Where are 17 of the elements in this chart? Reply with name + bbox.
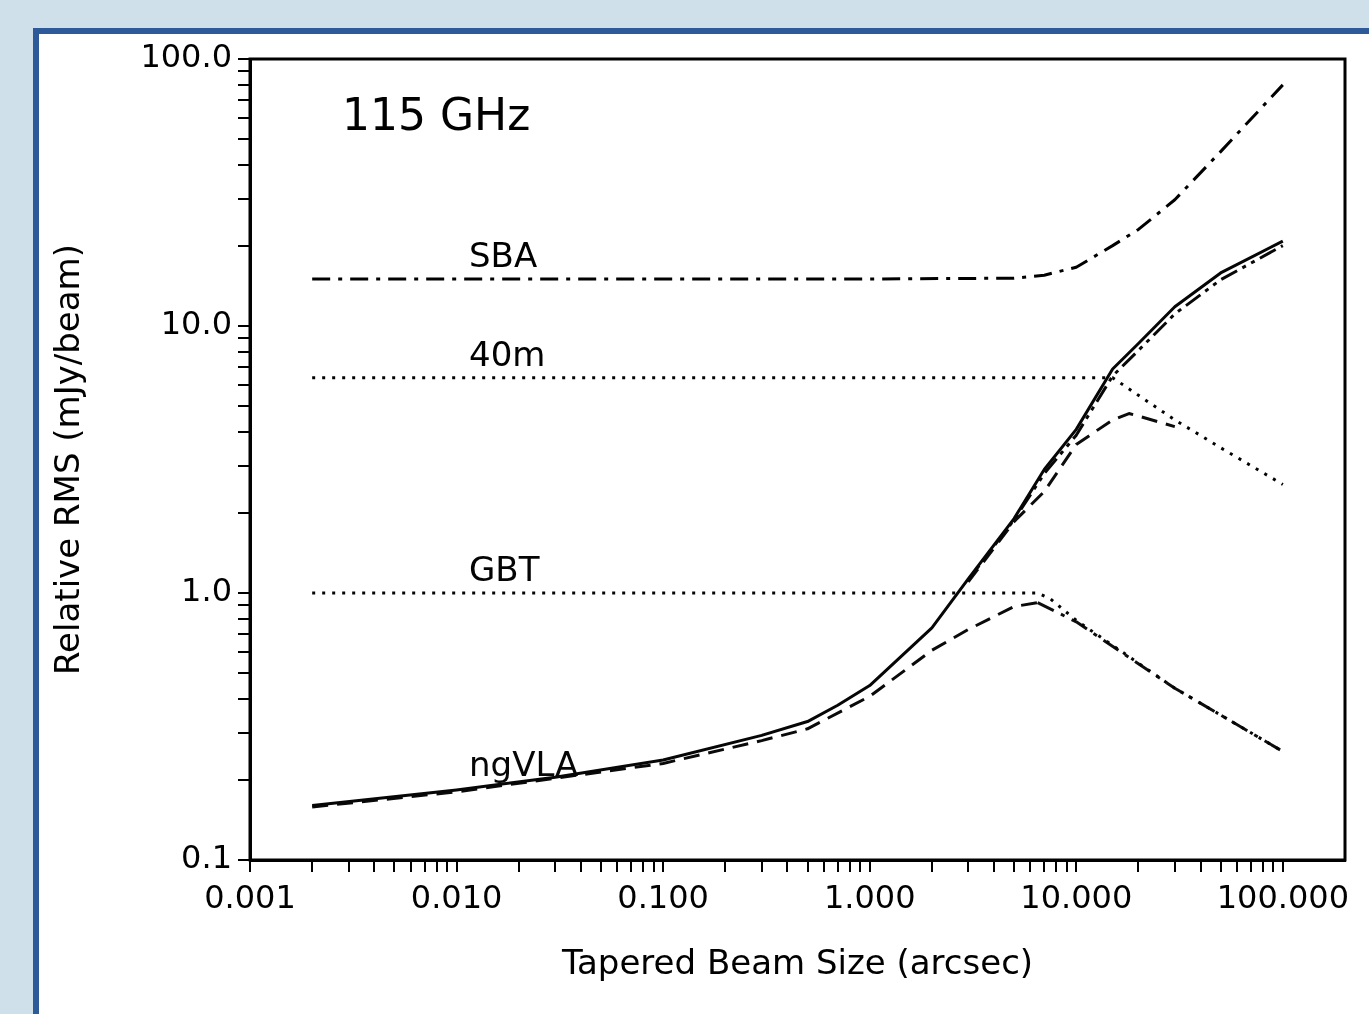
y-tick-label: 100.0	[140, 37, 232, 76]
annotation: 115 GHz	[342, 89, 531, 141]
x-tick-label: 1.000	[823, 877, 916, 916]
x-tick-label: 0.001	[204, 877, 296, 916]
series-label: ngVLA	[469, 744, 579, 785]
y-tick-label: 10.0	[160, 304, 232, 343]
y-tick-label: 0.1	[181, 838, 232, 877]
x-tick-label: 0.100	[617, 877, 709, 916]
x-axis-title: Tapered Beam Size (arcsec)	[560, 942, 1034, 983]
y-tick-label: 1.0	[181, 571, 232, 610]
x-tick-label: 10.000	[1020, 877, 1133, 916]
series-label: SBA	[469, 234, 538, 275]
x-tick-label: 100.000	[1216, 877, 1349, 916]
x-tick-label: 0.010	[410, 877, 503, 916]
series-label: 40m	[469, 333, 546, 374]
y-axis-title: Relative RMS (mJy/beam)	[47, 244, 88, 675]
series-label: GBT	[469, 548, 540, 589]
